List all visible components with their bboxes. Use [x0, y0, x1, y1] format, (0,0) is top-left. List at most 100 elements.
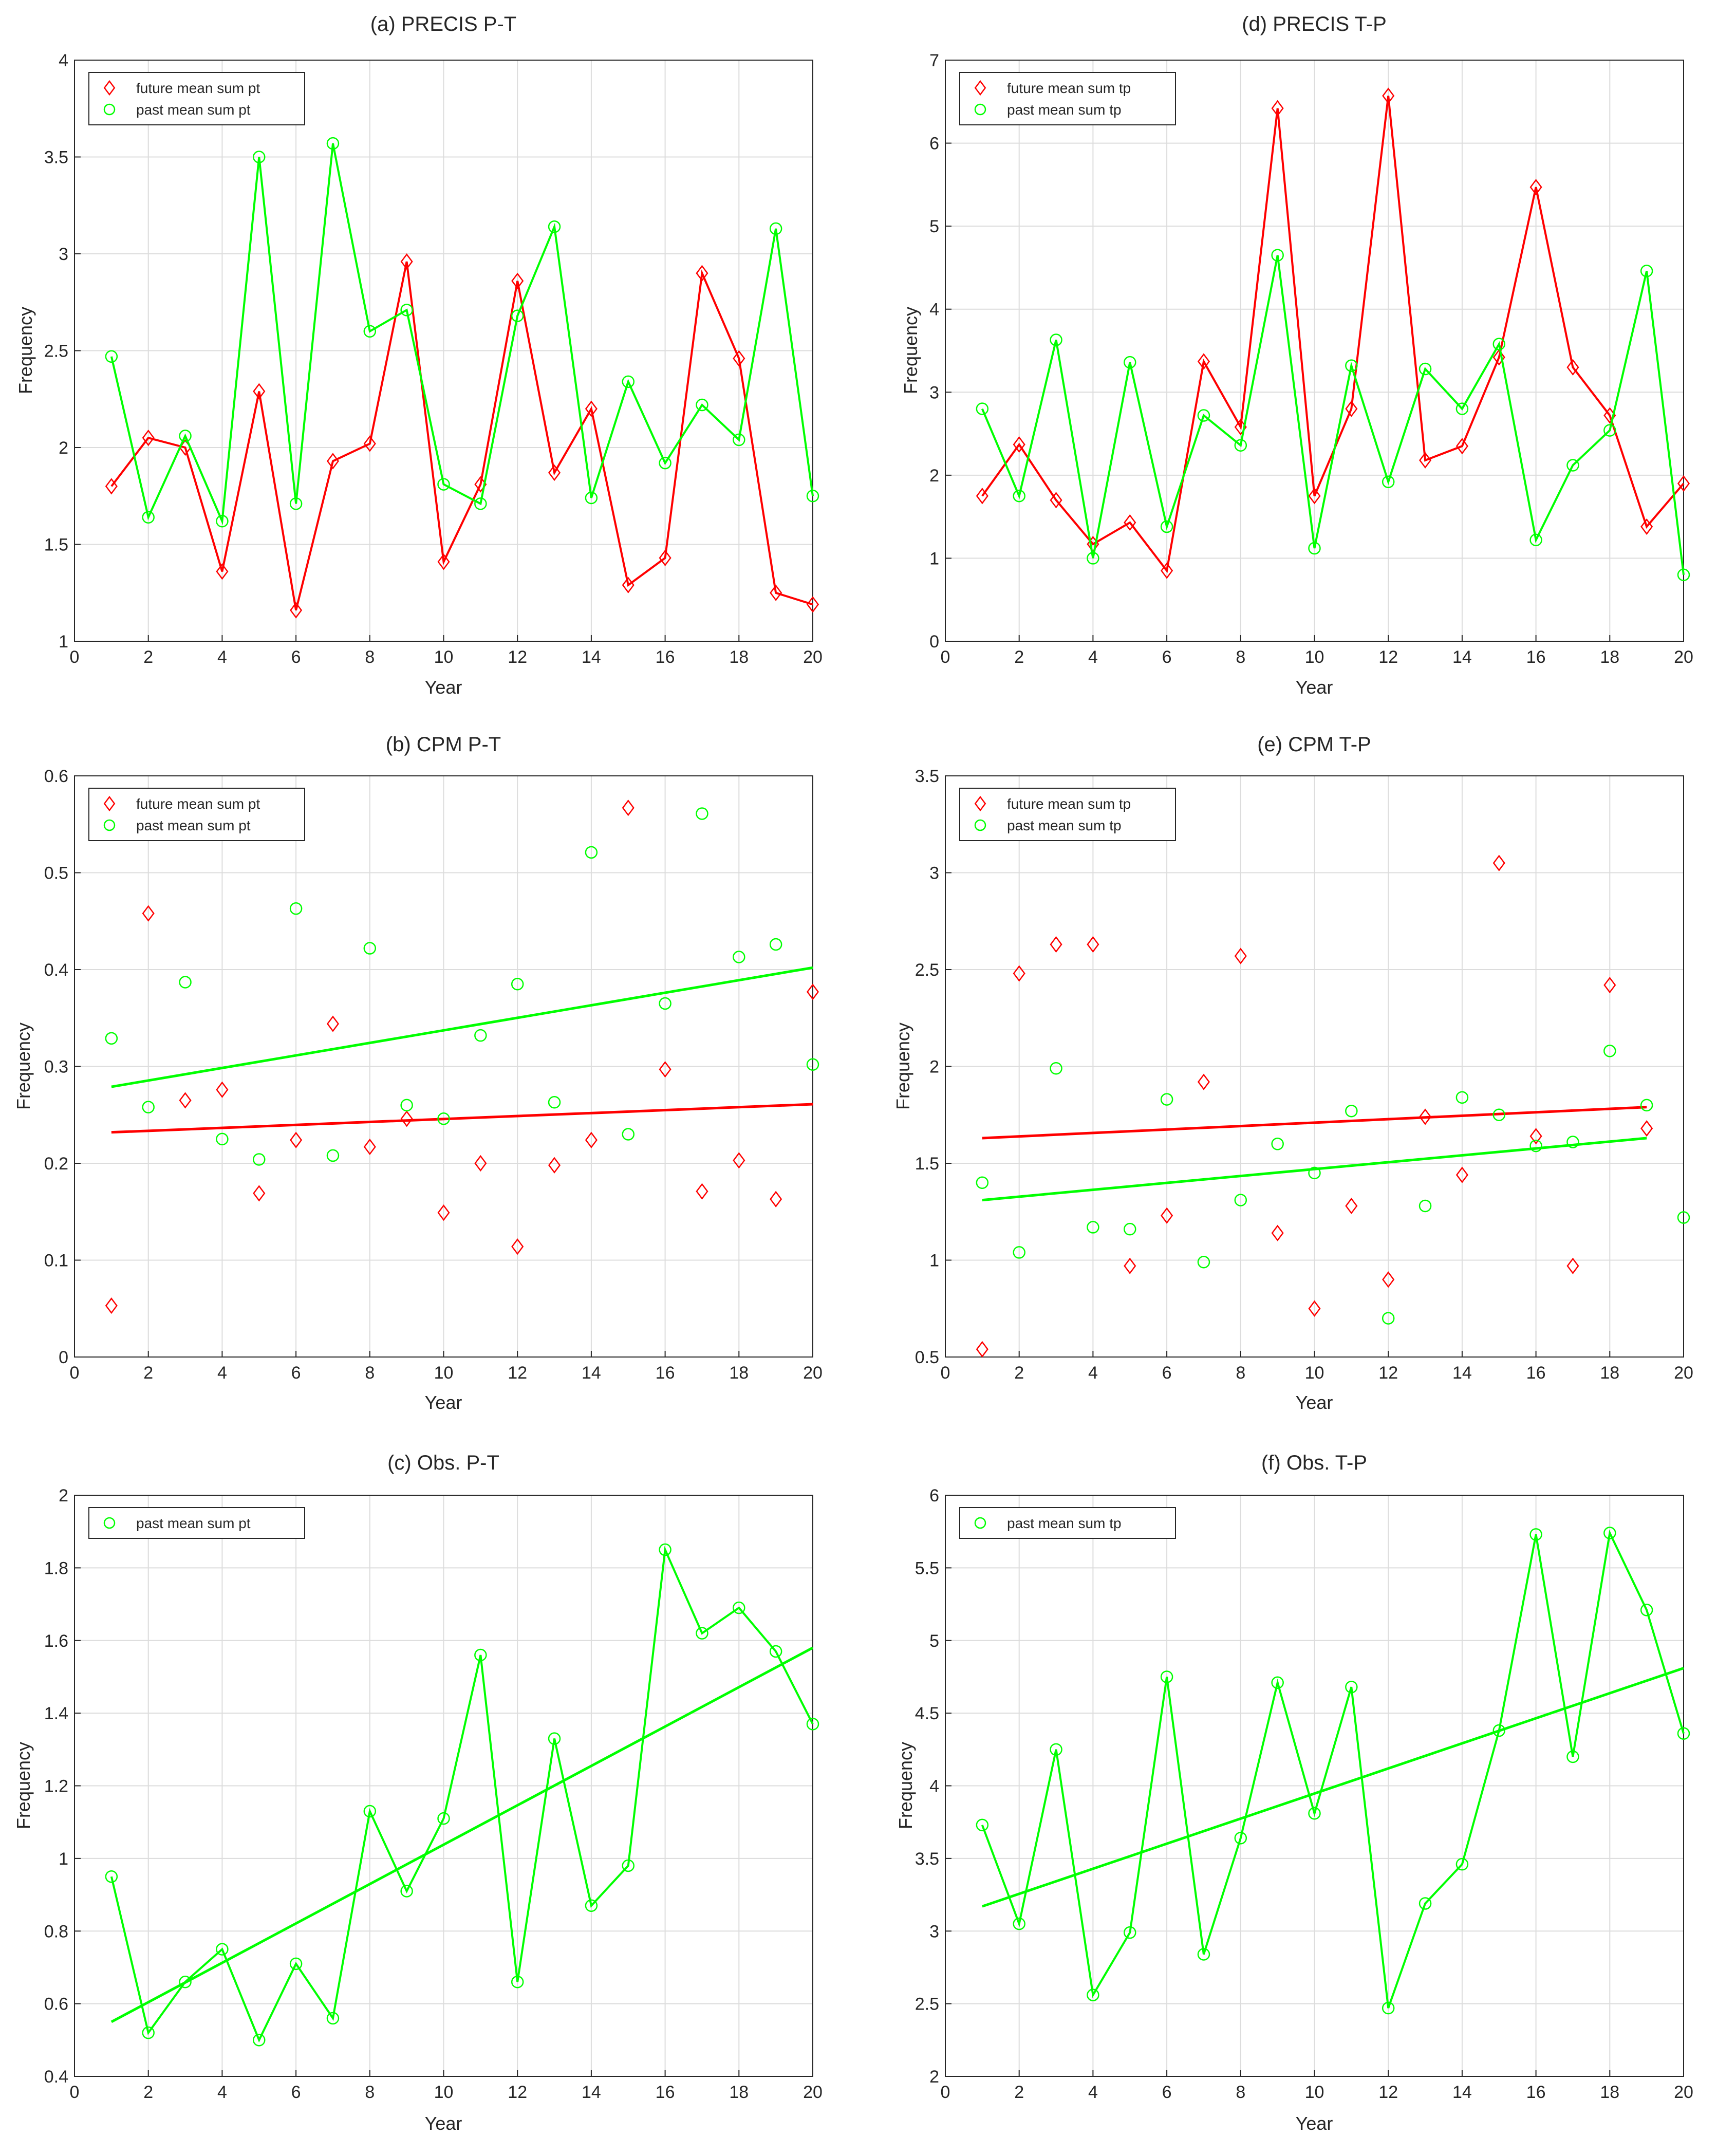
panel-b-series-past-point [216, 1132, 229, 1146]
panel-d-legend-marker [974, 80, 986, 96]
panel-b-series-past-point [585, 846, 598, 859]
panel-a-legend-label: future mean sum pt [136, 80, 260, 96]
panel-b-series-future-point [806, 983, 819, 1000]
panel-d-x-tick-label: 12 [1378, 647, 1398, 667]
panel-d-series-past-point [976, 402, 989, 415]
panel-a-series-past-point [769, 222, 782, 235]
panel-c-ylabel: Frequency [13, 1742, 34, 1829]
panel-e-series-future-point [1271, 1224, 1284, 1241]
panel-b-legend-label: past mean sum pt [136, 817, 251, 833]
panel-b-series-past-point [659, 997, 671, 1010]
panel-f-y-tick-label: 2 [929, 2067, 939, 2087]
panel-e-axes-box [945, 775, 1684, 1358]
panel-e-series-past-point [1640, 1099, 1653, 1112]
panel-a-series-future-point [622, 577, 634, 593]
panel-a-x-tick-label: 2 [143, 647, 153, 667]
panel-b-x-tick-label: 20 [803, 1363, 823, 1383]
panel-e-series-past-point [976, 1176, 989, 1189]
panel-f-series-past-point [1234, 1832, 1247, 1845]
panel-a-series-future-point [806, 596, 819, 613]
panel-c-y-tick-label: 1.4 [44, 1704, 68, 1723]
panel-a-series-future-point [290, 602, 303, 619]
panel-e-xlabel: Year [1296, 1392, 1333, 1413]
panel-e-series-future-trend-line [982, 1106, 1647, 1140]
panel-a-x-tick-label: 8 [365, 647, 375, 667]
panel-b-legend-marker [103, 795, 116, 812]
panel-e-y-tick-label: 0.5 [915, 1348, 939, 1367]
panel-b-x-tick-label: 2 [143, 1363, 153, 1383]
panel-e-x-tick-label: 6 [1162, 1363, 1172, 1383]
panel-d-series-past-point [1677, 568, 1690, 581]
panel-e-series-past-point [1677, 1211, 1690, 1224]
panel-f-series-past-point [1603, 1527, 1616, 1539]
panel-b-xlabel: Year [425, 1392, 462, 1413]
panel-b-series-future-point [216, 1081, 229, 1098]
panel-c-x-tick-label: 14 [582, 2083, 601, 2102]
panel-b-y-tick-label: 0.2 [44, 1154, 68, 1174]
panel-e-series-past-point [1603, 1045, 1616, 1057]
panel-c-series-past-line [110, 1546, 814, 2043]
panel-c-x-tick-label: 16 [656, 2083, 675, 2102]
panel-d-y-tick-label: 1 [929, 549, 939, 568]
panel-b-series-past-point [437, 1112, 450, 1125]
panel-c-series-past-point [622, 1859, 634, 1872]
panel-e-x-tick-label: 12 [1378, 1363, 1398, 1383]
panel-a-series-past-point [806, 490, 819, 503]
panel-e-legend-marker [974, 819, 986, 831]
panel-b-y-tick-label: 0 [59, 1348, 68, 1367]
panel-a-series-future-line [110, 261, 813, 611]
panel-b-series-future-point [622, 800, 634, 816]
panel-d-y-tick-label: 5 [929, 217, 939, 236]
panel-a-y-tick-label: 1 [59, 632, 68, 652]
panel-f-legend [959, 1507, 1176, 1539]
panel-d-series-past-point [1419, 362, 1432, 376]
panel-a-y-tick-label: 3.5 [44, 148, 68, 168]
panel-a-series-future-point [216, 563, 229, 580]
panel-b-series-past-point [363, 942, 377, 955]
panel-a-series-past-point [733, 433, 745, 447]
panel-e-series-future-point [1050, 936, 1062, 953]
panel-a-x-tick-label: 6 [291, 647, 301, 667]
panel-c-legend-marker [103, 1517, 116, 1529]
panel-d-series-past-point [1492, 338, 1505, 350]
panel-a-y-tick-label: 2 [59, 438, 68, 458]
panel-c-y-tick-label: 0.6 [44, 1995, 68, 2014]
panel-d-xlabel: Year [1296, 677, 1333, 698]
panel-a-series-past-point [326, 137, 340, 150]
panel-f-series-past-point [1640, 1604, 1653, 1616]
panel-a-series-past-point [363, 325, 377, 338]
panel-e-series-past-point [1566, 1136, 1579, 1148]
panel-c-legend [88, 1507, 305, 1539]
panel-f-y-tick-label: 5.5 [915, 1558, 939, 1578]
panel-e: (e) CPM T-P Year Frequency 0 2 4 6 8 10 12 14 16… [892, 733, 1693, 1413]
panel-b-series-future-point [696, 1183, 708, 1200]
panel-c-series-past-point [363, 1805, 377, 1818]
panel-a-legend-marker [103, 103, 116, 116]
panel-f-x-tick-label: 0 [941, 2083, 950, 2102]
panel-c-title: (c) Obs. P-T [387, 1452, 499, 1474]
panel-d-series-future-point [1013, 436, 1025, 453]
panel-c-x-tick-label: 18 [729, 2083, 749, 2102]
panel-d-series-future-point [1529, 179, 1542, 196]
panel-d-y-tick-label: 0 [929, 632, 939, 652]
panel-b-series-future-trend-line [111, 1103, 813, 1134]
panel-f-series-past-point [1197, 1948, 1210, 1961]
panel-c-series-past-point [289, 1957, 303, 1971]
panel-a-x-tick-label: 0 [70, 647, 80, 667]
panel-c-series-past-point [511, 1975, 524, 1988]
panel-b-x-tick-label: 6 [291, 1363, 301, 1383]
panel-e-series-past-point [1160, 1093, 1173, 1106]
panel-d-x-tick-label: 2 [1014, 647, 1024, 667]
panel-f-legend-marker [974, 1517, 986, 1529]
panel-a-x-tick-label: 14 [582, 647, 601, 667]
panel-b-series-past-point [548, 1095, 561, 1109]
panel-c-series-past-point [437, 1812, 450, 1825]
panel-e-series-past-point [1308, 1166, 1321, 1180]
panel-e-y-tick-label: 2 [929, 1057, 939, 1077]
panel-c-series-past-point [105, 1870, 118, 1883]
panel-b-series-past-point [696, 807, 708, 820]
panel-c-series-past-point [769, 1645, 782, 1658]
panel-b-series-past-point [733, 951, 745, 963]
panel-b-series-past-point [253, 1153, 266, 1166]
panel-e-y-tick-label: 3.5 [915, 767, 939, 786]
